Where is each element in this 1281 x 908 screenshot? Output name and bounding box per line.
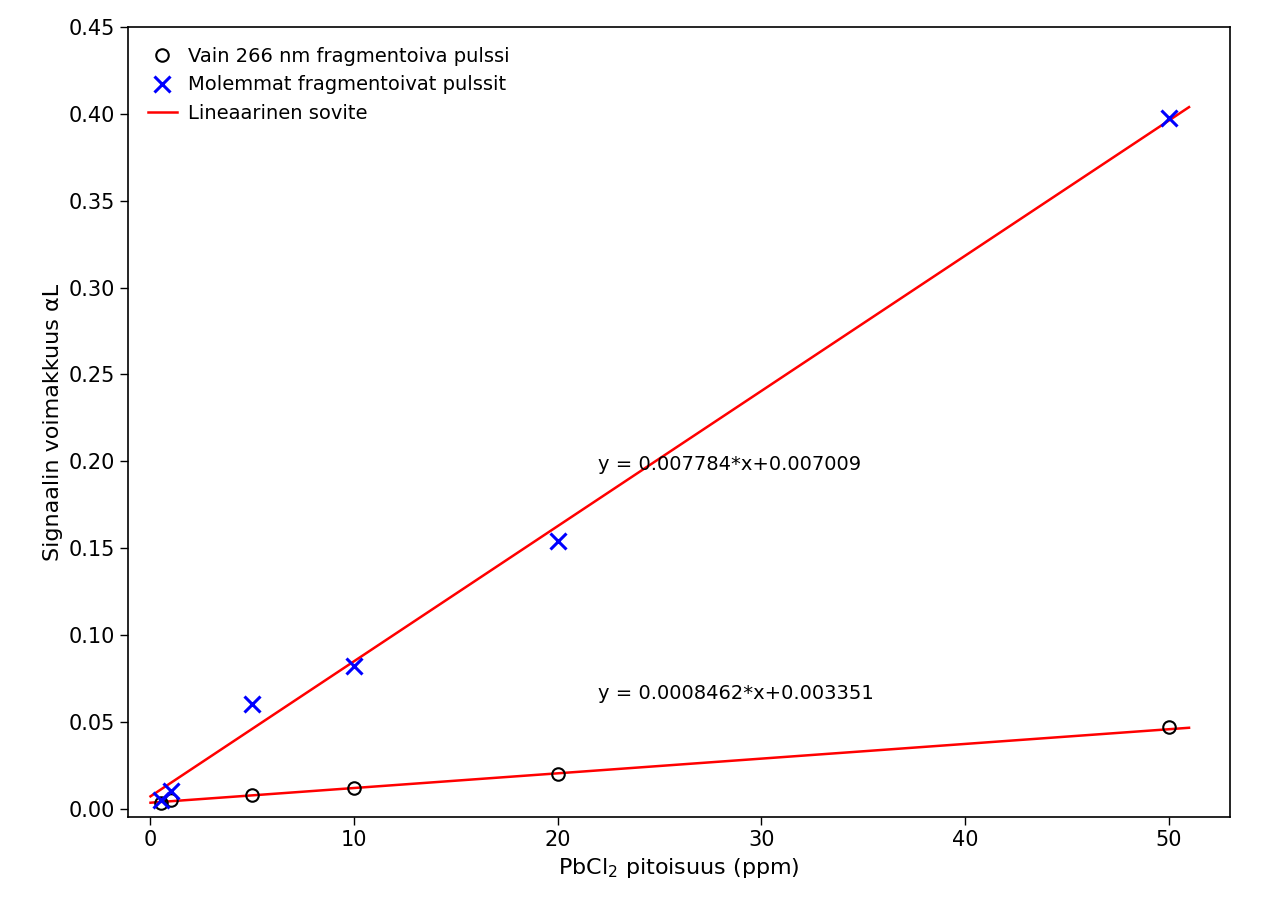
- Vain 266 nm fragmentoiva pulssi: [346, 782, 361, 793]
- Line: Molemmat fragmentoivat pulssit: Molemmat fragmentoivat pulssit: [152, 110, 1176, 807]
- Y-axis label: Signaalin voimakkuus αL: Signaalin voimakkuus αL: [44, 283, 63, 561]
- Molemmat fragmentoivat pulssit: [163, 785, 178, 796]
- Vain 266 nm fragmentoiva pulssi: [163, 794, 178, 805]
- Molemmat fragmentoivat pulssit: [1161, 112, 1176, 123]
- Legend: Vain 266 nm fragmentoiva pulssi, Molemmat fragmentoivat pulssit, Lineaarinen sov: Vain 266 nm fragmentoiva pulssi, Molemma…: [138, 37, 520, 133]
- Text: y = 0.0008462*x+0.003351: y = 0.0008462*x+0.003351: [598, 684, 874, 703]
- Molemmat fragmentoivat pulssit: [152, 794, 168, 805]
- Molemmat fragmentoivat pulssit: [550, 536, 565, 547]
- Vain 266 nm fragmentoiva pulssi: [550, 768, 565, 779]
- Molemmat fragmentoivat pulssit: [346, 661, 361, 672]
- Molemmat fragmentoivat pulssit: [245, 699, 260, 710]
- X-axis label: PbCl$_2$ pitoisuus (ppm): PbCl$_2$ pitoisuus (ppm): [559, 856, 799, 880]
- Vain 266 nm fragmentoiva pulssi: [152, 798, 168, 809]
- Vain 266 nm fragmentoiva pulssi: [1161, 722, 1176, 733]
- Vain 266 nm fragmentoiva pulssi: [245, 789, 260, 800]
- Text: y = 0.007784*x+0.007009: y = 0.007784*x+0.007009: [598, 455, 862, 474]
- Line: Vain 266 nm fragmentoiva pulssi: Vain 266 nm fragmentoiva pulssi: [155, 721, 1175, 810]
